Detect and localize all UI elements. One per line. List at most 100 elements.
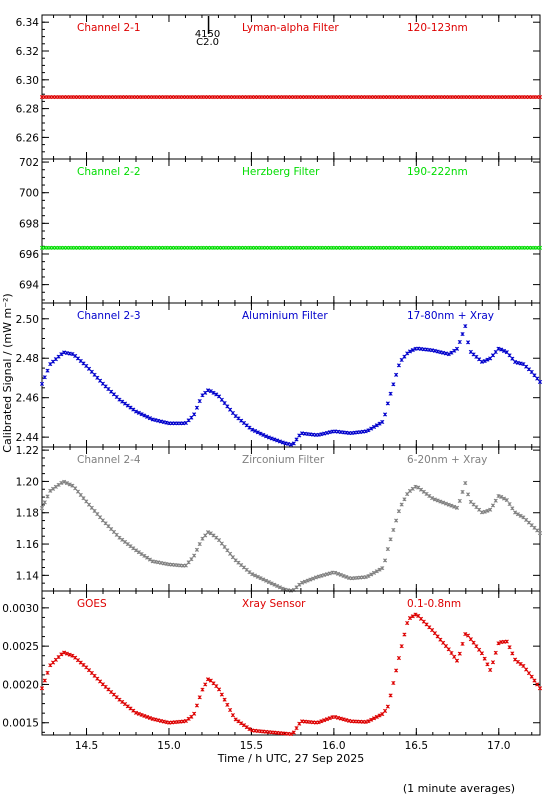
data-point — [145, 555, 150, 560]
data-point — [228, 407, 233, 412]
data-point — [275, 583, 280, 589]
data-point — [156, 718, 161, 723]
data-point — [250, 572, 255, 577]
data-point — [366, 428, 371, 433]
panel-band-label: 0.1-0.8nm — [407, 598, 461, 610]
data-point — [95, 375, 100, 380]
panel-frame — [41, 14, 541, 160]
data-point — [136, 410, 141, 415]
data-point — [161, 420, 166, 425]
data-point — [510, 356, 515, 361]
data-point — [84, 499, 89, 504]
panel-channel-label: Channel 2-4 — [77, 454, 141, 466]
y-tick-label: 1.16 — [16, 539, 40, 551]
y-tick-label: 700 — [19, 188, 39, 200]
data-point — [64, 651, 69, 656]
data-point — [479, 651, 484, 656]
data-point — [75, 489, 81, 494]
data-point — [385, 704, 390, 709]
data-point — [205, 677, 211, 682]
data-point — [432, 497, 437, 502]
data-point — [264, 578, 269, 583]
panel-band-label: 17-80nm + Xray — [407, 310, 494, 322]
data-point — [283, 441, 288, 446]
data-point — [515, 659, 520, 664]
data-point — [402, 632, 407, 637]
data-point — [402, 497, 407, 502]
data-point — [189, 714, 194, 719]
data-point — [217, 538, 222, 543]
data-point — [89, 505, 94, 510]
data-point — [275, 438, 280, 443]
data-point — [513, 359, 518, 365]
x-axis-label: Time / h UTC, 27 Sep 2025 — [217, 752, 365, 765]
data-point — [205, 530, 211, 535]
panel-filter-label: Aluminium Filter — [242, 310, 328, 322]
data-point — [435, 634, 440, 639]
data-point — [449, 650, 454, 656]
event-marker: 4150 C2.0 — [195, 16, 220, 48]
data-point — [535, 376, 540, 381]
x-tick-label: 16.5 — [405, 740, 428, 752]
data-point — [488, 667, 493, 673]
data-point — [526, 671, 531, 676]
data-point — [460, 641, 465, 646]
data-point — [399, 357, 404, 363]
data-point — [100, 518, 105, 523]
data-point — [120, 399, 125, 404]
data-point — [261, 577, 266, 582]
data-point — [535, 682, 540, 687]
data-point — [131, 407, 136, 412]
data-point — [78, 492, 83, 497]
data-point — [399, 644, 404, 649]
data-point — [482, 509, 487, 514]
data-point — [300, 580, 305, 585]
data-point — [457, 651, 462, 656]
data-point — [252, 428, 258, 434]
data-point — [322, 572, 327, 578]
data-point — [228, 707, 233, 713]
data-point — [219, 692, 224, 697]
data-point — [45, 494, 50, 499]
x-tick-label: 16.0 — [322, 740, 345, 752]
data-point — [70, 653, 75, 658]
data-point — [499, 494, 504, 499]
data-point — [496, 641, 501, 646]
data-point — [48, 488, 53, 493]
data-point — [150, 716, 155, 722]
y-tick-label: 2.44 — [16, 432, 40, 444]
data-point — [485, 357, 490, 362]
data-point — [134, 710, 139, 715]
data-point — [142, 713, 147, 718]
data-point — [233, 717, 238, 722]
data-point — [134, 548, 139, 553]
data-point — [277, 585, 282, 590]
data-point — [158, 718, 164, 723]
data-point — [529, 674, 534, 679]
data-point — [98, 378, 103, 383]
data-point — [466, 492, 471, 497]
data-point — [250, 427, 255, 432]
data-point — [369, 717, 374, 722]
series-points — [39, 612, 543, 737]
data-point — [507, 645, 512, 650]
data-point — [537, 531, 543, 536]
data-point — [466, 633, 471, 638]
data-point — [64, 481, 69, 486]
data-point — [51, 486, 56, 491]
data-point — [407, 349, 413, 354]
data-point — [432, 631, 437, 636]
data-point — [145, 414, 150, 419]
data-point — [338, 572, 343, 577]
data-point — [463, 324, 468, 329]
y-tick-label: 2.50 — [16, 314, 39, 326]
data-point — [510, 506, 515, 511]
data-point — [344, 574, 349, 580]
data-point — [56, 482, 61, 487]
data-point — [391, 680, 396, 686]
data-point — [203, 533, 208, 538]
data-point — [396, 509, 401, 514]
data-point — [454, 505, 460, 510]
panel-band-label: 190-222nm — [407, 166, 468, 178]
